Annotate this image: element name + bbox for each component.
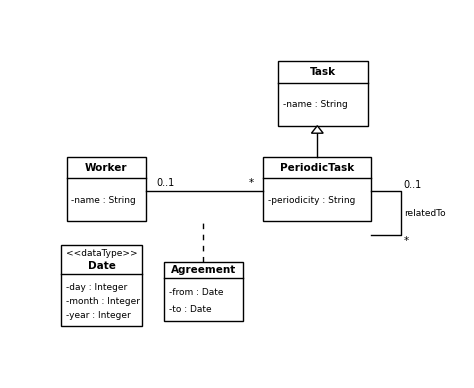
Text: -name : String: -name : String (283, 100, 347, 109)
Text: -month : Integer: -month : Integer (66, 297, 140, 306)
Text: Task: Task (310, 67, 336, 77)
Text: PeriodicTask: PeriodicTask (280, 163, 355, 173)
Text: <<dataType>>: <<dataType>> (66, 249, 137, 258)
FancyBboxPatch shape (263, 157, 372, 221)
Text: Date: Date (88, 261, 116, 270)
FancyBboxPatch shape (278, 61, 368, 126)
Text: -from : Date: -from : Date (169, 288, 223, 297)
Text: -to : Date: -to : Date (169, 305, 211, 314)
Text: -year : Integer: -year : Integer (66, 311, 131, 320)
Text: -name : String: -name : String (72, 196, 136, 204)
Text: Agreement: Agreement (171, 265, 236, 275)
Text: -day : Integer: -day : Integer (66, 282, 127, 291)
Text: *: * (404, 236, 409, 246)
Text: -periodicity : String: -periodicity : String (268, 196, 356, 204)
FancyBboxPatch shape (164, 262, 243, 321)
Polygon shape (311, 126, 323, 133)
Text: 0..1: 0..1 (404, 180, 422, 190)
Text: relatedTo: relatedTo (404, 209, 446, 218)
Text: 0..1: 0..1 (156, 178, 175, 188)
FancyBboxPatch shape (61, 245, 142, 326)
Text: *: * (249, 178, 254, 188)
Text: Worker: Worker (85, 163, 128, 173)
FancyBboxPatch shape (66, 157, 146, 221)
